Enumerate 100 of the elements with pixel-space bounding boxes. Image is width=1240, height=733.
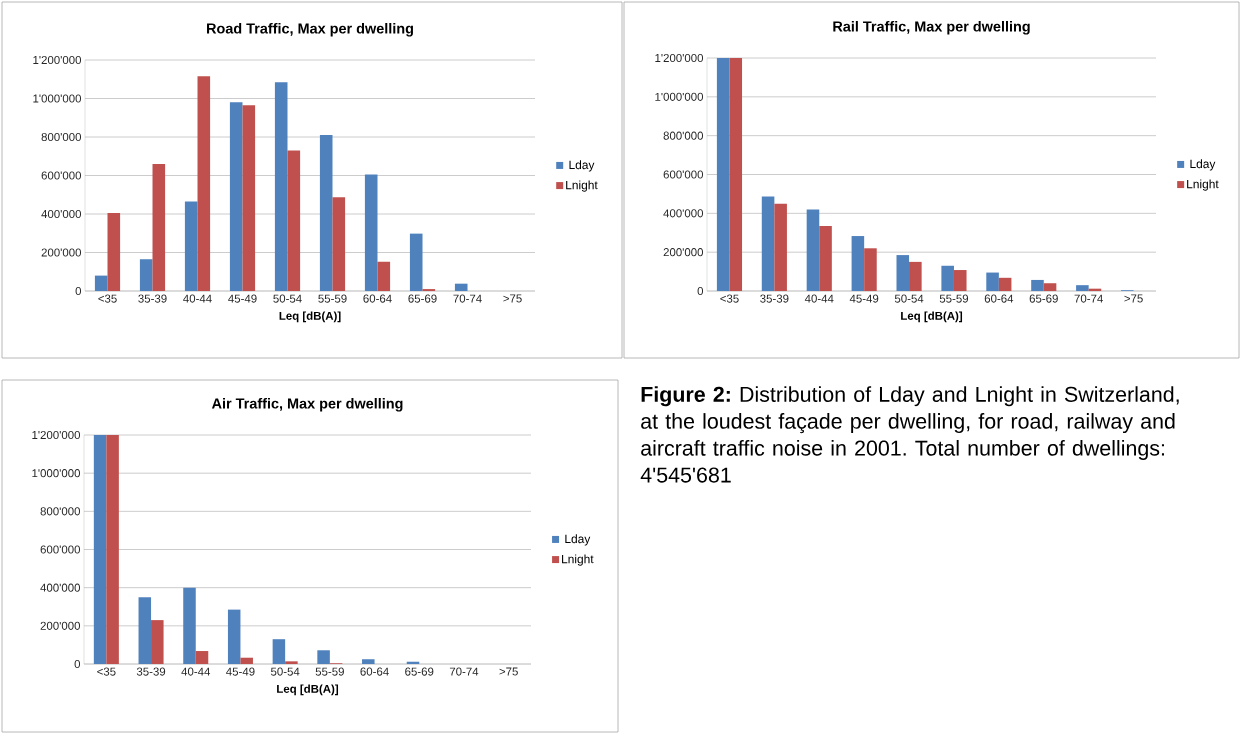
bar: [941, 265, 954, 291]
x-tick-label: 70-74: [453, 294, 482, 303]
bar: [851, 236, 865, 291]
bar: [896, 255, 910, 291]
bar: [716, 58, 730, 291]
bar: [909, 261, 922, 291]
x-axis-title: Leq [dB(A)]: [279, 311, 341, 323]
bar: [242, 105, 256, 291]
bar: [229, 102, 243, 291]
bar: [285, 661, 298, 665]
legend-label: Lday: [565, 534, 591, 546]
bar: [94, 275, 108, 291]
y-tick-label: 0: [697, 286, 704, 296]
bar: [195, 651, 209, 665]
x-axis-title: Leq [dB(A)]: [901, 311, 963, 323]
y-tick-label: 600'000: [40, 545, 81, 554]
y-tick-label: 0: [74, 659, 81, 669]
x-tick-label: >75: [503, 294, 522, 303]
x-tick-label: 45-49: [228, 294, 257, 303]
x-tick-label: 60-64: [360, 667, 389, 676]
bar: [986, 272, 999, 291]
bar: [106, 435, 119, 665]
legend-label: Lnight: [1187, 179, 1219, 191]
bar: [774, 203, 787, 291]
x-tick-label: 50-54: [270, 667, 300, 676]
bar: [819, 225, 832, 291]
y-tick-label: 800'000: [663, 131, 704, 140]
x-tick-label: 65-69: [1029, 294, 1058, 303]
y-tick-label: 1'200'000: [32, 430, 81, 440]
x-tick-label: 60-64: [363, 294, 392, 303]
x-tick-label: 45-49: [849, 294, 879, 303]
y-tick-label: 0: [75, 286, 82, 296]
bar: [183, 587, 196, 665]
x-tick-label: 60-64: [984, 294, 1014, 303]
bar: [274, 82, 288, 291]
chart-title: Road Traffic, Max per dwelling: [207, 22, 413, 37]
bar: [197, 76, 211, 291]
y-tick-label: 800'000: [40, 507, 81, 516]
bar: [107, 213, 121, 291]
x-tick-label: 70-74: [1074, 294, 1103, 303]
bar: [152, 163, 166, 291]
x-tick-label: 65-69: [408, 294, 437, 303]
y-tick-label: 1'000'000: [32, 469, 81, 478]
bar: [1031, 279, 1044, 291]
bar: [377, 261, 391, 291]
chart-title: Rail Traffic, Max per dwelling: [833, 20, 1030, 35]
y-tick-label: 1'000'000: [655, 92, 704, 101]
bar: [362, 659, 375, 665]
x-tick-label: 40-44: [804, 294, 834, 303]
y-tick-label: 1'000'000: [33, 94, 82, 103]
bar: [1043, 283, 1057, 291]
bar: [93, 435, 107, 665]
x-tick-label: >75: [499, 667, 518, 676]
bar: [409, 233, 423, 291]
bar: [806, 209, 820, 291]
bar: [864, 248, 877, 291]
bar: [317, 650, 330, 665]
legend-label: Lday: [569, 160, 595, 172]
y-tick-label: 200'000: [663, 248, 704, 257]
legend-label: Lnight: [566, 180, 598, 192]
y-tick-label: 400'000: [663, 209, 704, 218]
bar: [138, 597, 152, 665]
text: Figure 2: Distribution of Lday and Lnight in Switzerland, at the loudest façade per dwelling, for road, railway and aircraft traffic noise in 2001. Total number of dwellings: 4'545'681: [640, 386, 1179, 483]
bar: [1076, 285, 1089, 291]
x-tick-label: 45-49: [226, 667, 255, 676]
x-tick-label: 55-59: [939, 294, 969, 303]
bar: [332, 197, 346, 291]
y-tick-label: 200'000: [41, 248, 82, 257]
bar: [364, 174, 378, 291]
x-tick-label: <35: [720, 294, 739, 303]
bar: [761, 196, 775, 291]
x-tick-label: 50-54: [894, 294, 924, 303]
bar: [272, 639, 286, 665]
chart-title: Air Traffic, Max per dwelling: [211, 397, 403, 412]
y-tick-label: 200'000: [40, 621, 81, 630]
bar: [729, 58, 743, 291]
legend-label: Lnight: [562, 554, 594, 566]
x-tick-label: 40-44: [183, 294, 212, 303]
x-tick-label: 65-69: [405, 667, 434, 676]
bar: [227, 609, 241, 665]
x-tick-label: >75: [1124, 294, 1143, 303]
y-tick-label: 1'200'000: [655, 53, 704, 63]
x-tick-label: 35-39: [136, 667, 166, 676]
y-tick-label: 1'200'000: [33, 55, 82, 65]
bar: [240, 657, 253, 665]
y-tick-label: 400'000: [41, 209, 82, 219]
x-tick-label: 40-44: [181, 667, 211, 676]
bar: [287, 150, 301, 291]
x-axis-title: Leq [dB(A)]: [277, 684, 339, 696]
bar: [953, 270, 967, 291]
legend-label: Lday: [1190, 159, 1216, 171]
y-tick-label: 400'000: [40, 583, 81, 592]
x-tick-label: 35-39: [760, 294, 789, 303]
x-tick-label: 50-54: [273, 294, 302, 303]
y-tick-label: 600'000: [663, 170, 704, 179]
x-tick-label: 35-39: [138, 294, 167, 303]
x-tick-label: 55-59: [318, 294, 347, 303]
bar: [454, 283, 468, 291]
x-tick-label: 55-59: [315, 667, 344, 676]
y-tick-label: 600'000: [41, 171, 82, 180]
